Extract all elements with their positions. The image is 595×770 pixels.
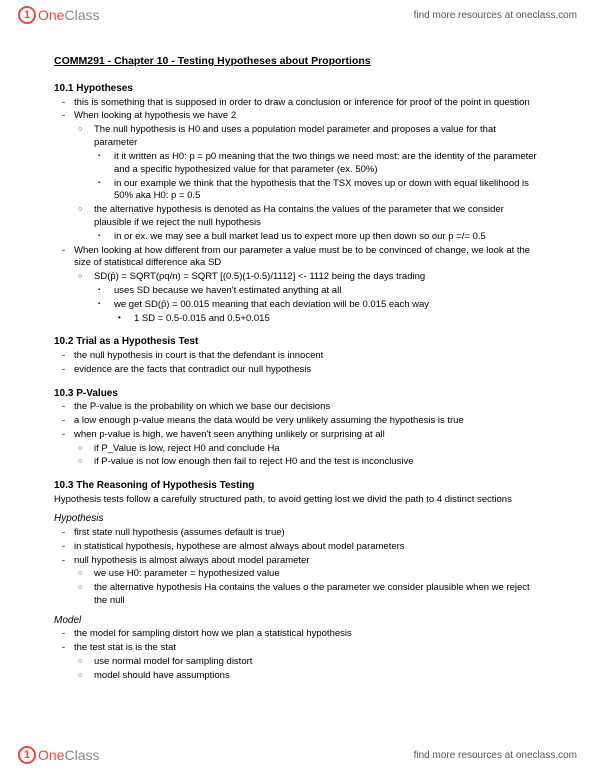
list-item: if P_Value is low, reject H0 and conclud… <box>88 443 541 456</box>
document-content: COMM291 - Chapter 10 - Testing Hypothese… <box>0 30 595 694</box>
section-head: 10.1 Hypotheses <box>54 82 541 96</box>
brand-logo: 1 OneClass <box>18 746 99 764</box>
list-item: in our example we think that the hypothe… <box>108 178 541 204</box>
list-item: if P-value is not low enough then fail t… <box>88 456 541 469</box>
list-item: When looking at how different from our p… <box>68 245 541 271</box>
section-intro: Hypothesis tests follow a carefully stru… <box>54 494 541 507</box>
list-item: first state null hypothesis (assumes def… <box>68 527 541 540</box>
list-item: the test stat is is the stat <box>68 642 541 655</box>
list: the P-value is the probability on which … <box>54 401 541 469</box>
logo-class: Class <box>64 7 99 23</box>
list-item: The null hypothesis is H0 and uses a pop… <box>88 124 541 150</box>
page-header: 1 OneClass find more resources at onecla… <box>0 0 595 30</box>
brand-logo: 1 OneClass <box>18 6 99 24</box>
list-item: the null hypothesis in court is that the… <box>68 350 541 363</box>
list-item: 1 SD = 0.5-0.015 and 0.5+0.015 <box>128 313 541 326</box>
list-item: model should have assumptions <box>88 670 541 683</box>
list-item: it it written as H0: p = p0 meaning that… <box>108 151 541 177</box>
list-item: use normal model for sampling distort <box>88 656 541 669</box>
sub-head: Hypothesis <box>54 512 541 526</box>
list-item: uses SD because we haven't estimated any… <box>108 285 541 298</box>
list-item: evidence are the facts that contradict o… <box>68 364 541 377</box>
list-item: When looking at hypothesis we have 2 <box>68 110 541 123</box>
document-title: COMM291 - Chapter 10 - Testing Hypothese… <box>54 54 541 68</box>
logo-icon: 1 <box>18 746 36 764</box>
logo-one: One <box>38 7 64 23</box>
section-head: 10.3 P-Values <box>54 387 541 401</box>
list-item: in statistical hypothesis, hypothese are… <box>68 541 541 554</box>
list: the model for sampling distort how we pl… <box>54 628 541 682</box>
footer-link[interactable]: find more resources at oneclass.com <box>414 750 577 761</box>
logo-text: OneClass <box>38 7 99 23</box>
section-head: 10.2 Trial as a Hypothesis Test <box>54 335 541 349</box>
page-footer: 1 OneClass find more resources at onecla… <box>0 740 595 770</box>
list-item: in or ex. we may see a bull market lead … <box>108 231 541 244</box>
logo-text: OneClass <box>38 747 99 763</box>
list: first state null hypothesis (assumes def… <box>54 527 541 608</box>
list-item: we get SD(p̂) = 00.015 meaning that each… <box>108 299 541 312</box>
list: the null hypothesis in court is that the… <box>54 350 541 377</box>
logo-class: Class <box>64 747 99 763</box>
list-item: the P-value is the probability on which … <box>68 401 541 414</box>
list-item: SD(p̂) = SQRT(pq/n) = SQRT [(0.5)(1-0.5)… <box>88 271 541 284</box>
logo-icon: 1 <box>18 6 36 24</box>
list-item: we use H0: parameter = hypothesized valu… <box>88 568 541 581</box>
list-item: the model for sampling distort how we pl… <box>68 628 541 641</box>
header-link[interactable]: find more resources at oneclass.com <box>414 10 577 21</box>
list-item: null hypothesis is almost always about m… <box>68 555 541 568</box>
list-item: when p-value is high, we haven't seen an… <box>68 429 541 442</box>
list: this is something that is supposed in or… <box>54 97 541 326</box>
sub-head: Model <box>54 614 541 628</box>
list-item: the alternative hypothesis Ha contains t… <box>88 582 541 608</box>
list-item: this is something that is supposed in or… <box>68 97 541 110</box>
section-head: 10.3 The Reasoning of Hypothesis Testing <box>54 479 541 493</box>
list-item: the alternative hypothesis is denoted as… <box>88 204 541 230</box>
list-item: a low enough p-value means the data woul… <box>68 415 541 428</box>
logo-one: One <box>38 747 64 763</box>
